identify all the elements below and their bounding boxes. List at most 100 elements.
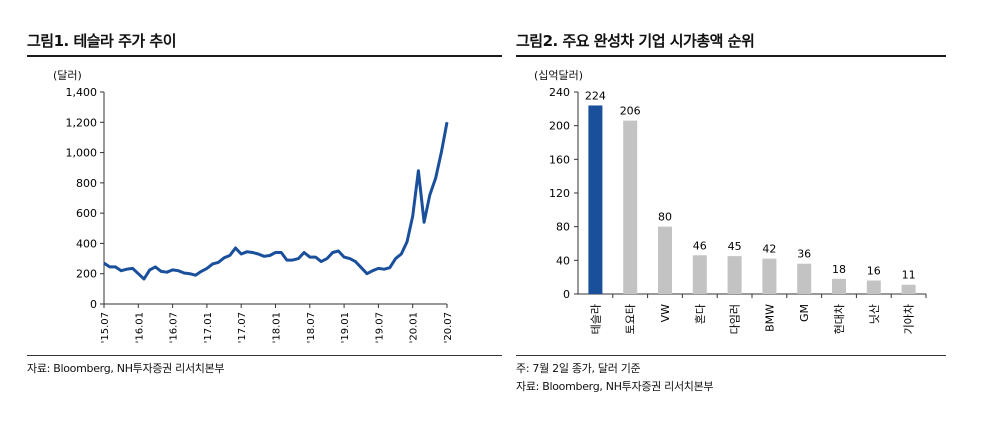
bar-value-label: 224 [585,89,606,102]
figure2-note: 주: 7월 2일 종가, 달러 기준 [516,362,641,375]
figure1-title: 그림1. 테슬라 주가 추이 [27,32,177,50]
price-point [435,177,437,179]
price-point [315,256,316,258]
price-point [206,267,208,269]
price-point [149,269,151,271]
price-point [383,268,385,270]
x-tick-label: '16.07 [169,312,180,343]
price-point [440,152,442,154]
price-point [160,270,162,272]
price-point [280,252,282,253]
price-point [120,270,122,272]
y-tick-label: 1,200 [66,116,98,129]
price-point [355,261,356,263]
figure1-unit: (달러) [53,69,82,82]
price-point [366,273,368,275]
price-point [229,255,231,256]
price-point [429,194,431,196]
figure2-title-rule [516,55,946,57]
x-tick-label: '19.01 [340,312,351,343]
y-tick-label: 600 [76,207,97,220]
price-point [223,257,225,259]
bar-value-label: 206 [620,105,641,118]
price-point [114,266,116,268]
y-tick-label: 40 [556,254,570,267]
price-point [400,253,402,255]
y-tick-label: 1,400 [66,86,98,99]
price-point [109,266,111,268]
bar-value-label: 11 [902,269,916,282]
category-label: BMW [763,304,776,332]
price-point [132,267,134,269]
price-point [332,252,334,253]
category-label: 현대차 [833,304,846,334]
price-point [446,121,448,123]
x-tick-label: '18.01 [272,312,283,343]
price-point [377,267,379,269]
price-point [326,258,328,260]
category-label: 혼다 [694,304,707,324]
x-tick-label: '18.07 [306,312,317,343]
bar [623,120,638,294]
x-tick-label: '17.01 [203,312,214,343]
category-label: VW [659,304,672,323]
bar [658,226,672,294]
figure2-source-rule [516,355,946,356]
figure2-panel: 그림2. 주요 완성차 기업 시가총액 순위 (십억달러) 0 40 80 120 16… [516,0,996,447]
y-tick-label: 400 [76,237,97,250]
price-point [212,263,214,265]
category-label: 다임러 [729,304,742,334]
figure1-source-rule [27,355,502,356]
bar [832,278,846,294]
x-tick-label: '16.01 [134,312,145,343]
y-tick-label: 200 [549,120,570,133]
x-tick-label: '20.01 [409,312,420,343]
price-point [286,259,288,261]
category-label: 테슬라 [589,304,602,334]
y-tick-label: 200 [76,268,97,281]
price-point [423,221,425,223]
bar [692,255,707,294]
y-tick-label: 0 [90,298,97,311]
bar-value-label: 16 [867,265,881,278]
price-point [240,253,242,255]
price-point [246,251,248,253]
price-point [309,256,311,258]
price-point [103,262,105,264]
figure1-title-rule [27,55,502,57]
price-point [189,273,191,275]
y-tick-label: 240 [549,86,570,99]
price-point [303,252,305,253]
price-point [395,258,397,260]
bar [901,284,916,294]
y-tick-label: 800 [76,177,97,190]
figure2-title: 그림2. 주요 완성차 기업 시가총액 순위 [516,32,755,50]
y-tick-label: 1,000 [66,147,98,160]
stock-price-line [103,122,449,281]
price-point [257,253,259,255]
price-point [195,274,196,276]
bar [762,258,777,294]
x-tick-label: '20.07 [443,312,454,343]
price-point [200,270,202,272]
figure1-source: 자료: Bloomberg, NH투자증권 리서치본부 [27,362,225,375]
bar [797,263,812,294]
x-tick-label: '15.07 [100,312,111,343]
y-tick-label: 0 [563,288,570,301]
price-point [126,268,128,270]
x-tick-label: '19.07 [374,312,385,343]
price-point [235,247,236,249]
price-point [275,252,276,253]
bar-value-label: 42 [762,243,776,256]
price-point [252,252,254,253]
y-tick-label: 80 [556,221,570,234]
price-point [360,267,362,269]
price-point [183,272,185,274]
price-point [412,215,414,217]
bar-value-label: 18 [832,263,846,276]
x-tick-label: '17.07 [237,312,248,343]
bar [727,256,742,294]
price-point [406,241,408,243]
market-cap-bar-chart: 0 40 80 120 160 200 240 224 테슬라 206 토요타 80 VW 46 혼다 45 다… [549,86,927,334]
price-point [417,170,419,172]
